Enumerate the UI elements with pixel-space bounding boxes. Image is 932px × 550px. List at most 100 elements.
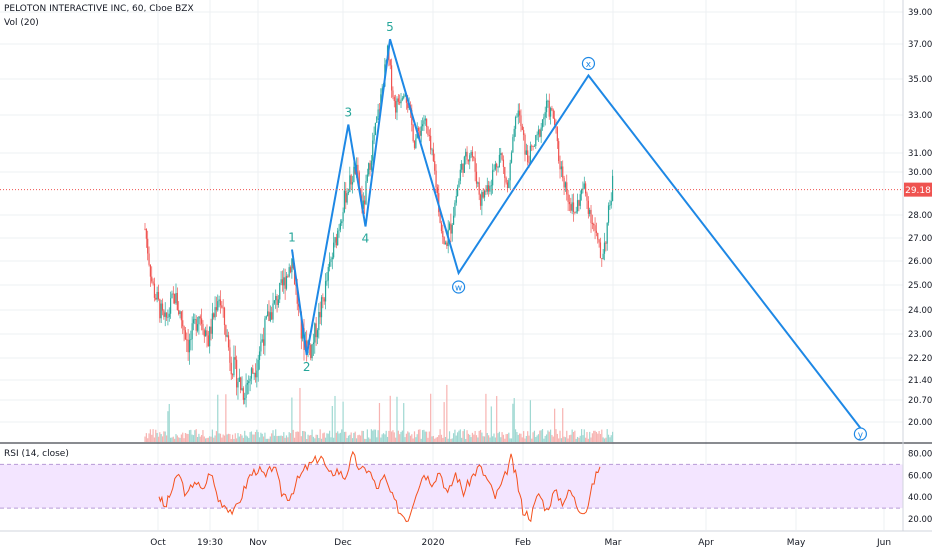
candle-body <box>450 223 452 234</box>
candle-body <box>531 145 533 147</box>
volume-bar <box>489 437 491 442</box>
candle-body <box>513 128 515 138</box>
candle-body <box>346 193 348 203</box>
volume-bar <box>470 437 472 442</box>
volume-bar <box>399 434 401 442</box>
candle-body <box>536 134 538 136</box>
candle-body <box>403 96 405 99</box>
candle-body <box>611 175 614 202</box>
volume-bar <box>349 434 351 442</box>
volume-bar <box>353 432 355 442</box>
volume-bar <box>459 429 461 442</box>
candle-body <box>497 167 499 168</box>
candle-body <box>345 190 347 203</box>
volume-bar <box>256 429 258 442</box>
candle-body <box>417 127 420 131</box>
candle-body <box>244 398 246 400</box>
volume-bar <box>598 430 600 442</box>
price-tick-label: 20.70 <box>908 396 932 406</box>
volume-bar <box>180 434 182 442</box>
candle-body <box>610 201 612 206</box>
candle-body <box>506 182 509 189</box>
candle-body <box>489 186 491 192</box>
candle-body <box>339 223 341 230</box>
candle-body <box>161 303 164 311</box>
volume-bar <box>272 430 274 442</box>
candle-body <box>338 229 340 231</box>
candle-body <box>293 268 296 285</box>
rsi-tick-label: 20.00 <box>908 515 932 525</box>
volume-bar <box>594 430 596 442</box>
volume-bar <box>563 436 565 442</box>
volume-bar <box>205 438 207 442</box>
volume-bar <box>250 431 253 442</box>
candle-body <box>238 377 240 382</box>
volume-bar <box>254 431 257 442</box>
candle-body <box>190 339 192 341</box>
candle-body <box>316 330 319 338</box>
candle-body <box>288 267 290 277</box>
candle-body <box>457 187 459 196</box>
volume-bar <box>516 432 518 442</box>
volume-bar <box>457 432 459 442</box>
volume-bar <box>339 432 341 442</box>
candle-body <box>574 212 576 213</box>
volume-bar <box>416 434 418 442</box>
volume-bar <box>579 435 581 442</box>
candle-body <box>415 138 417 148</box>
wave-label-5: 5 <box>386 20 394 34</box>
volume-bar <box>209 436 211 442</box>
volume-bar <box>149 429 151 442</box>
candle-body <box>400 99 402 104</box>
volume-bar <box>478 430 480 442</box>
time-tick-label: Feb <box>515 538 531 548</box>
wave-label-2: 2 <box>303 360 311 374</box>
candle-body <box>517 110 519 117</box>
candle-body <box>554 118 556 125</box>
volume-bar <box>381 434 383 442</box>
volume-bar <box>147 438 149 442</box>
candle-body <box>233 357 235 376</box>
time-tick-label: 19:30 <box>197 538 223 548</box>
candle-body <box>230 362 232 375</box>
volume-bar <box>549 429 552 442</box>
candle-body <box>412 124 414 142</box>
candle-body <box>478 182 480 195</box>
volume-bar <box>376 437 378 442</box>
candle-body <box>149 264 151 277</box>
candle-body <box>535 135 537 146</box>
volume-bar <box>183 438 185 442</box>
volume-bar <box>365 438 367 442</box>
volume-bar <box>493 433 495 442</box>
candle-body <box>514 117 517 129</box>
candle-body <box>424 118 426 121</box>
candle-body <box>252 368 254 374</box>
volume-bar <box>498 431 500 442</box>
candle-body <box>492 170 494 186</box>
candle-body <box>234 357 236 360</box>
candle-body <box>541 119 544 128</box>
volume-bar <box>323 432 325 442</box>
volume-bar <box>241 435 243 442</box>
volume-bar <box>190 429 192 442</box>
candle-body <box>209 326 211 347</box>
volume-bar <box>442 437 444 442</box>
volume-bar <box>529 400 531 442</box>
volume-bar <box>202 430 204 442</box>
candle-body <box>369 163 371 170</box>
candle-body <box>168 313 170 317</box>
candle-body <box>326 280 328 282</box>
candle-body <box>473 157 475 159</box>
volume-bar <box>312 436 315 442</box>
price-tick-label: 27.00 <box>908 234 932 244</box>
candle-body <box>529 145 531 164</box>
volume-bar <box>595 431 598 442</box>
volume-bar <box>392 430 394 442</box>
volume-bar <box>466 430 468 442</box>
candle-body <box>199 316 201 319</box>
candle-body <box>271 312 273 320</box>
volume-bar <box>198 433 200 442</box>
candle-body <box>155 297 157 300</box>
candle-body <box>349 175 351 193</box>
candle-body <box>262 339 265 346</box>
